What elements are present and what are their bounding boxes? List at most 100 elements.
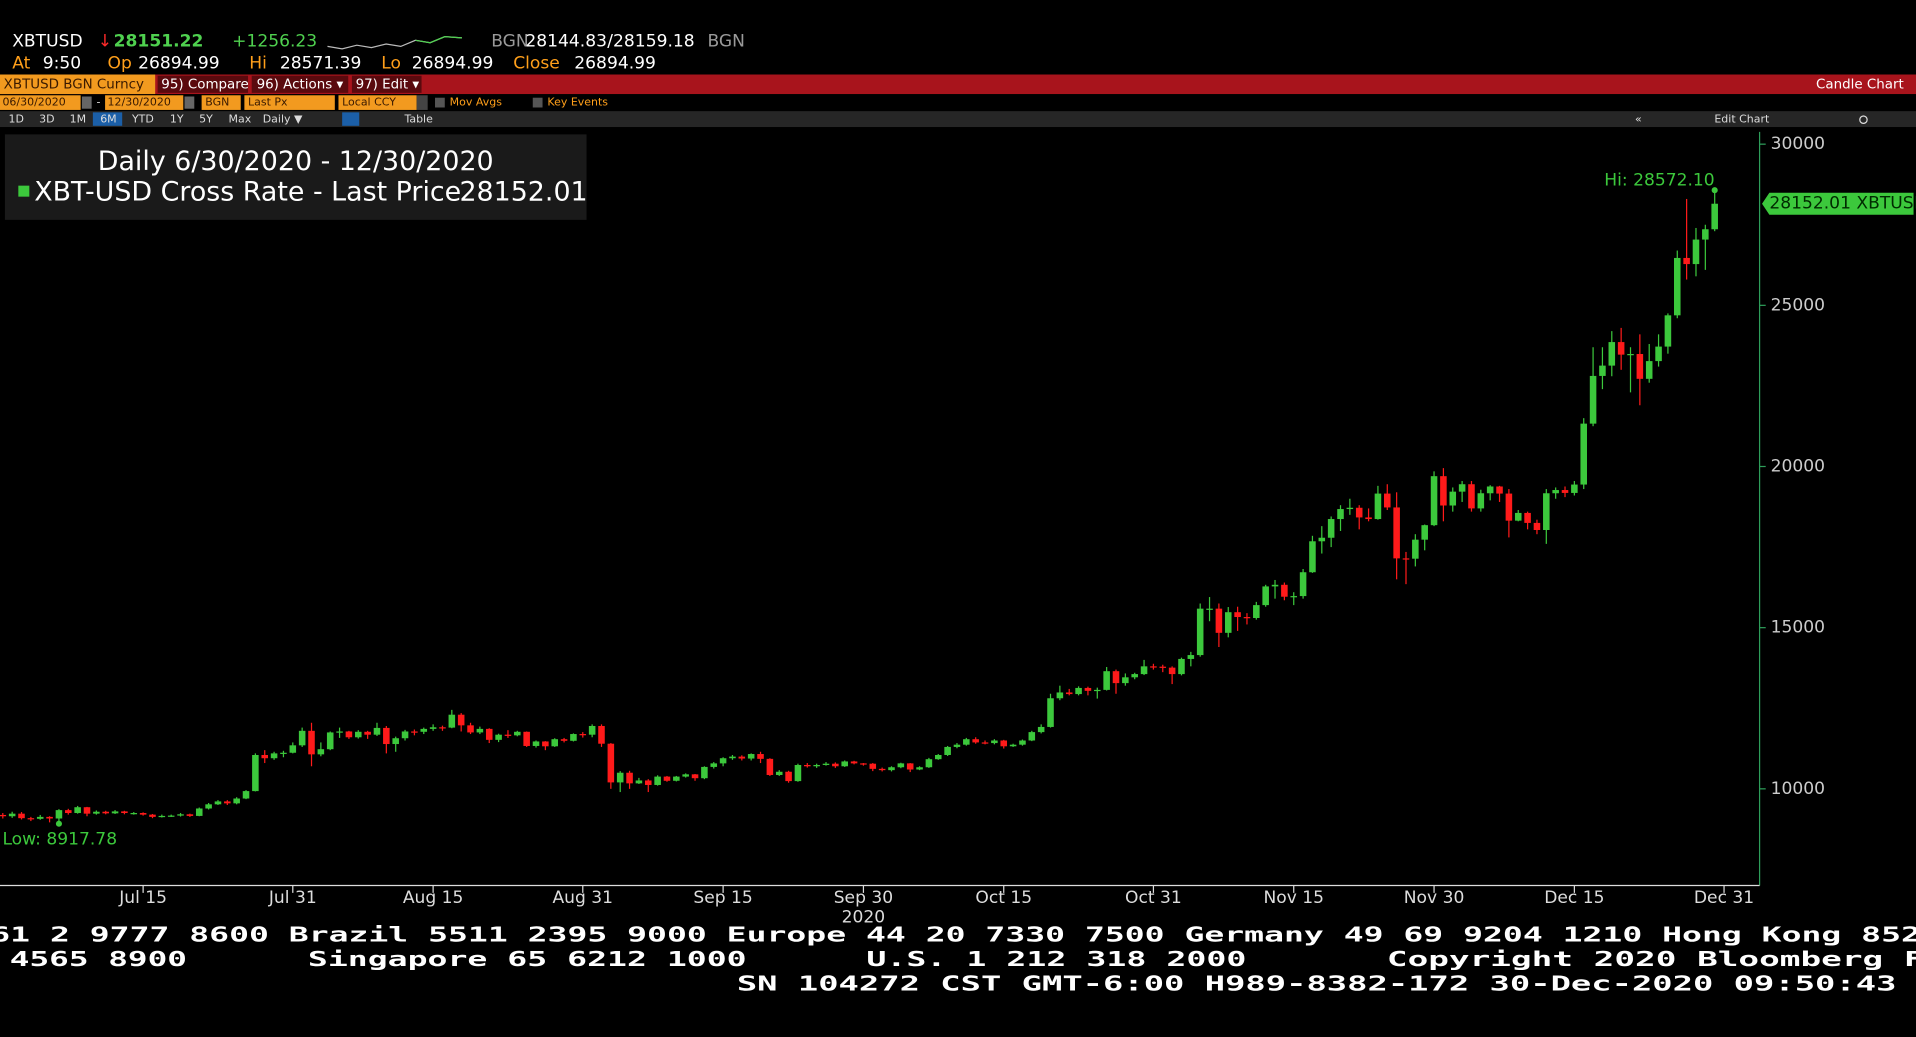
period-button[interactable]: 3D <box>39 113 54 126</box>
start-field[interactable] <box>0 95 81 110</box>
candle-body <box>1009 744 1017 747</box>
end-date[interactable]: 12/30/2020 <box>108 96 171 109</box>
actions[interactable]: 96) Actions ▾ <box>257 77 344 92</box>
source[interactable]: BGN <box>205 96 229 109</box>
candle-body <box>149 814 156 817</box>
candle-body <box>233 798 240 804</box>
candle-body <box>1468 484 1475 509</box>
candle-body <box>523 731 530 746</box>
candle-body <box>1271 584 1279 587</box>
period-button[interactable]: YTD <box>131 113 154 126</box>
currency-field[interactable] <box>338 95 417 110</box>
candle-body <box>579 734 587 736</box>
key-events[interactable]: Key Events <box>547 96 608 109</box>
candle-body <box>1290 596 1298 598</box>
x-tick-label: Jul 31 <box>268 888 317 908</box>
collapse-icon[interactable]: « <box>1635 113 1642 126</box>
candle-body <box>55 810 63 819</box>
currency[interactable]: Local CCY <box>342 96 396 109</box>
down-arrow: ↓ <box>98 32 112 52</box>
footer-line: SN 104272 CST GMT-6:00 H989-8382-172 30-… <box>737 971 1897 995</box>
candle-body <box>1075 687 1082 695</box>
x-tick-label: Nov 15 <box>1263 888 1324 908</box>
compare[interactable]: 95) Compare <box>161 77 248 92</box>
candle-body <box>1243 617 1251 619</box>
candle-body <box>1318 537 1326 542</box>
candle-body <box>1543 493 1550 531</box>
period-button[interactable]: 5Y <box>199 113 213 126</box>
candle-body <box>775 771 783 775</box>
candle-body <box>532 741 540 746</box>
end-field[interactable] <box>105 95 184 110</box>
frequency[interactable]: Daily ▼ <box>263 113 303 126</box>
candle-body <box>1112 671 1120 684</box>
candle-body <box>682 774 689 777</box>
candle-body <box>1655 346 1662 362</box>
menu-bar <box>0 74 1916 95</box>
selected-period <box>92 112 123 126</box>
source-field[interactable] <box>201 95 241 110</box>
candle-body <box>607 743 615 783</box>
candle-body <box>1673 257 1681 316</box>
currency-dropdown[interactable] <box>416 95 428 110</box>
field-field[interactable] <box>244 95 335 110</box>
y-tick-label: 10000 <box>1771 779 1825 799</box>
period-button[interactable]: 6M <box>100 113 116 126</box>
candle-body <box>944 746 951 755</box>
candle-body <box>411 731 418 733</box>
actions-button[interactable] <box>251 75 349 93</box>
table-button[interactable]: Table <box>403 113 433 126</box>
period-button[interactable]: 1D <box>9 113 24 126</box>
chart-type-button[interactable] <box>342 112 360 126</box>
edit[interactable]: 97) Edit ▾ <box>356 77 420 92</box>
candle-body <box>1599 365 1606 376</box>
candle-body <box>36 816 44 819</box>
candle-body <box>158 815 166 818</box>
start-date[interactable]: 06/30/2020 <box>2 96 65 109</box>
y-tick-label: 20000 <box>1771 457 1825 477</box>
security-box[interactable] <box>0 74 156 95</box>
calendar-icon[interactable] <box>184 96 195 109</box>
bid-source: BGN <box>491 32 528 52</box>
candle-body <box>1037 726 1045 733</box>
field[interactable]: Last Px <box>248 96 288 109</box>
candle-body <box>906 763 914 770</box>
calendar-icon[interactable] <box>81 96 92 109</box>
compare-button[interactable] <box>157 75 249 93</box>
candle-body <box>1355 507 1363 518</box>
bid: 28144.83 <box>525 32 607 52</box>
candle-body <box>1309 541 1316 573</box>
candle-body <box>242 791 250 799</box>
checkbox[interactable] <box>435 97 445 108</box>
footer-line: Singapore 65 6212 1000 <box>308 947 747 971</box>
edit-chart[interactable]: Edit Chart <box>1714 113 1770 126</box>
candle-body <box>1683 257 1690 265</box>
legend-label: XBT-USD Cross Rate - Last Price <box>34 176 461 207</box>
period-button[interactable]: 1Y <box>170 113 184 126</box>
candle-body <box>139 813 147 815</box>
candle-body <box>673 776 680 781</box>
candle-body <box>701 766 708 779</box>
edit-button[interactable] <box>351 75 422 93</box>
settings-icon[interactable] <box>1859 115 1868 124</box>
checkbox[interactable] <box>532 97 543 108</box>
candle-body <box>1000 740 1008 747</box>
period-button[interactable]: Max <box>229 113 252 126</box>
open-label: Op <box>108 54 132 74</box>
candle-body <box>1384 493 1391 508</box>
period-buttons: 1D 3D 1M 6M YTD 1Y 5Y Max <box>9 113 252 126</box>
candle-body <box>1533 522 1541 531</box>
candle-body <box>1402 558 1410 560</box>
candle-body <box>560 739 568 741</box>
candle-body <box>1346 507 1354 510</box>
security[interactable]: XBTUSD BGN Curncy <box>4 77 144 92</box>
candle-body <box>1486 486 1494 494</box>
mov-avgs[interactable]: Mov Avgs <box>450 96 503 109</box>
x-tick-label: Sep 15 <box>693 888 752 908</box>
candle-body <box>1524 512 1531 523</box>
period-button[interactable]: 1M <box>70 113 86 126</box>
candle-body <box>1711 203 1718 230</box>
candle-body <box>1168 667 1176 675</box>
candle-body <box>710 763 718 767</box>
